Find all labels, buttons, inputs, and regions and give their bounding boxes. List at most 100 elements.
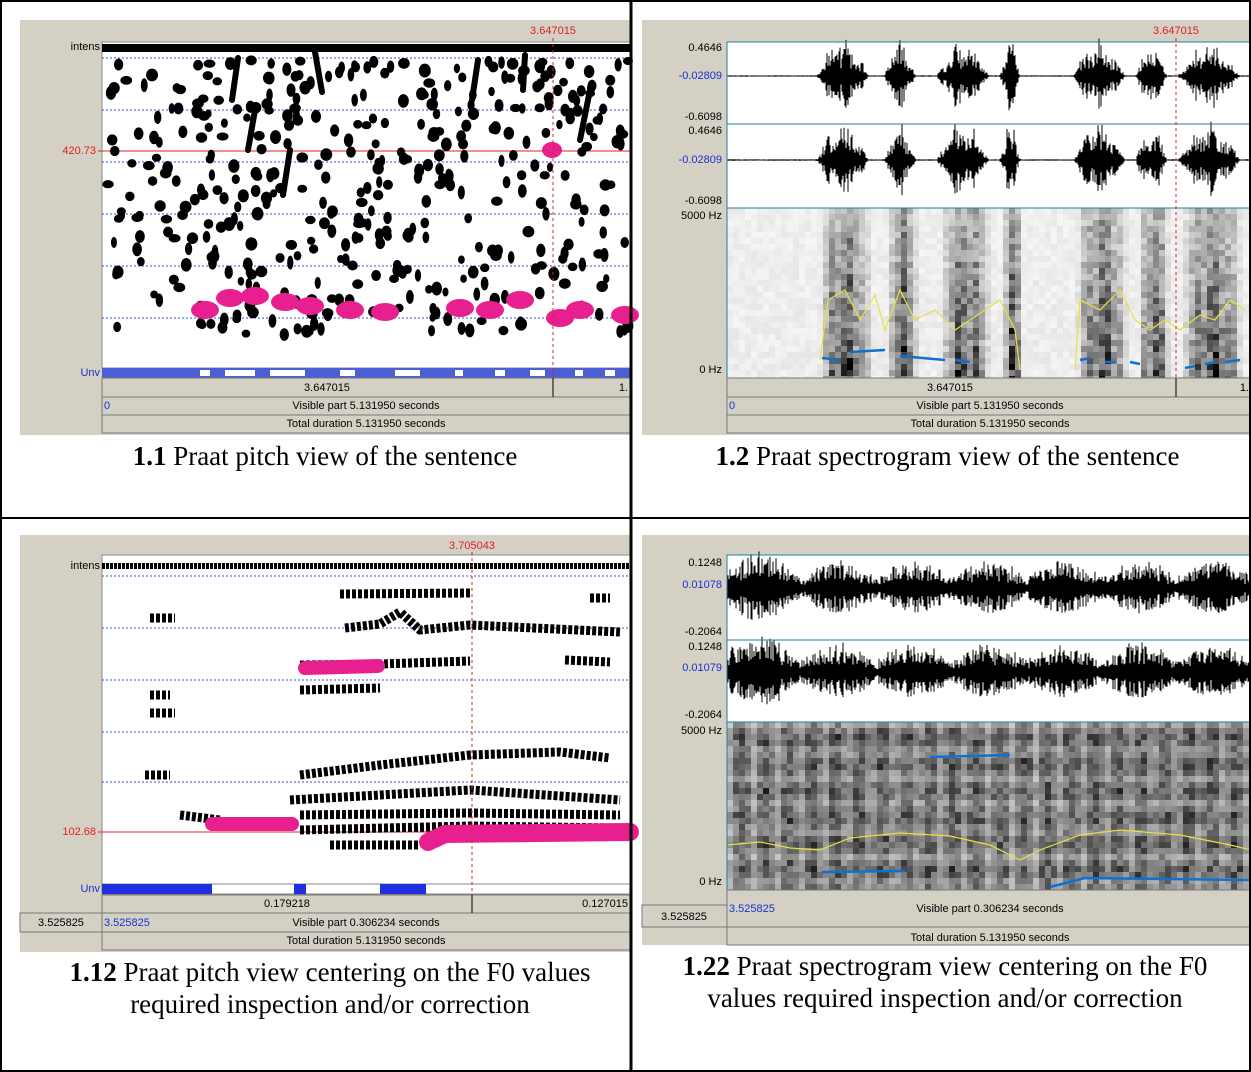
spectrogram-cell [1159, 250, 1165, 256]
spectrogram-cell [1021, 722, 1027, 728]
spectrogram-cell [775, 346, 781, 352]
spectrogram-cell [727, 220, 733, 226]
spectrogram-cell [727, 316, 733, 322]
spectrogram-cell [799, 340, 805, 346]
spectrogram-cell [757, 226, 763, 232]
spectrogram-cell [1099, 370, 1105, 376]
spectrogram-cell [1057, 770, 1063, 776]
spectrogram-cell [1021, 836, 1027, 842]
spectrogram-cell [1021, 232, 1027, 238]
spectrogram-cell [895, 244, 901, 250]
spectrogram-cell [727, 310, 733, 316]
spectrogram-cell [949, 352, 955, 358]
spectrogram-cell [745, 226, 751, 232]
spectrogram-cell [1057, 812, 1063, 818]
spectrogram-cell [1099, 782, 1105, 788]
spectrogram-cell [811, 286, 817, 292]
spectrogram-cell [1033, 818, 1039, 824]
spectrogram-cell [1027, 262, 1033, 268]
spectrogram-cell [1147, 310, 1153, 316]
spectrogram-cell [1039, 794, 1045, 800]
spectrogram-cell [1123, 268, 1129, 274]
spectrogram-cell [1021, 872, 1027, 878]
spectrogram-cell [841, 782, 847, 788]
spectrogram-cell [1237, 250, 1243, 256]
spectrogram-cell [1081, 292, 1087, 298]
spectrogram-cell [799, 770, 805, 776]
spectrogram-cell [907, 878, 913, 884]
spectrogram-cell [991, 764, 997, 770]
spectrogram-cell [1117, 328, 1123, 334]
spectrogram-cell [1033, 806, 1039, 812]
spectrogram-cell [991, 740, 997, 746]
spectrogram-cell [955, 286, 961, 292]
spectrogram-cell [835, 734, 841, 740]
spectrogram-cell [1003, 836, 1009, 842]
spectrogram-cell [1099, 340, 1105, 346]
spectrogram-cell [985, 346, 991, 352]
spectrogram-cell [1027, 842, 1033, 848]
spectrogram-cell [1153, 358, 1159, 364]
spectrogram-cell [805, 304, 811, 310]
spectrogram-cell [901, 250, 907, 256]
spectrogram-cell [1039, 328, 1045, 334]
spectrogram-cell [889, 746, 895, 752]
spectrogram-cell [991, 860, 997, 866]
spectrogram-cell [799, 304, 805, 310]
spectrogram-cell [961, 250, 967, 256]
spectrogram-cell [1123, 794, 1129, 800]
spectrogram-cell [853, 848, 859, 854]
spectrogram-cell [1009, 770, 1015, 776]
spectrogram-cell [1129, 292, 1135, 298]
spectrogram-cell [793, 872, 799, 878]
spectrogram-cell [871, 352, 877, 358]
spectrogram-cell [919, 746, 925, 752]
spectrogram-cell [985, 812, 991, 818]
spectrogram-cell [1111, 884, 1117, 890]
spectrogram-cell [973, 208, 979, 214]
spectrogram-cell [877, 370, 883, 376]
spectrogram-cell [781, 728, 787, 734]
spectrogram-cell [1243, 226, 1249, 232]
spectrogram-cell [1039, 262, 1045, 268]
spectrogram-cell [1159, 352, 1165, 358]
spectrogram-cell [781, 884, 787, 890]
spectrogram-cell [997, 268, 1003, 274]
spectrogram-cell [1183, 220, 1189, 226]
spectrogram-cell [1003, 346, 1009, 352]
spectrogram-cell [763, 740, 769, 746]
spectrogram-cell [775, 280, 781, 286]
candidate [357, 187, 365, 197]
spectrogram-cell [1057, 280, 1063, 286]
spectrogram-cell [1093, 334, 1099, 340]
spectrogram-cell [727, 770, 733, 776]
spectrogram-cell [1069, 322, 1075, 328]
spectrogram-cell [919, 232, 925, 238]
candidate [169, 103, 175, 114]
spectrogram-cell [781, 292, 787, 298]
spectrogram-cell [1159, 226, 1165, 232]
spectrogram-cell [733, 740, 739, 746]
spectrogram-cell [1015, 842, 1021, 848]
spectrogram-cell [823, 304, 829, 310]
candidate [425, 285, 433, 294]
spectrogram-cell [1183, 292, 1189, 298]
candidate [379, 155, 385, 166]
spectrogram-cell [739, 328, 745, 334]
spectrogram-cell [1111, 740, 1117, 746]
spectrogram-cell [769, 722, 775, 728]
spectrogram-cell [1075, 782, 1081, 788]
spectrogram-cell [829, 220, 835, 226]
spectrogram-cell [1027, 794, 1033, 800]
spectrogram-cell [991, 722, 997, 728]
spectrogram-cell [793, 370, 799, 376]
spectrogram-cell [895, 722, 901, 728]
spectrogram-cell [727, 340, 733, 346]
spectrogram-cell [847, 328, 853, 334]
spectrogram-cell [727, 848, 733, 854]
spectrogram-cell [889, 244, 895, 250]
spectrogram-cell [757, 818, 763, 824]
spectrogram-cell [1009, 734, 1015, 740]
spectrogram-cell [1063, 370, 1069, 376]
spectrogram-cell [745, 776, 751, 782]
